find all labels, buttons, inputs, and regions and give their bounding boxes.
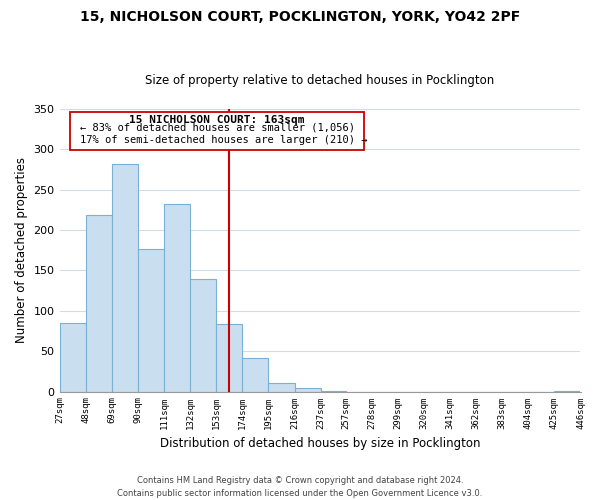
Text: 17% of semi-detached houses are larger (210) →: 17% of semi-detached houses are larger (… (80, 136, 368, 145)
Text: ← 83% of detached houses are smaller (1,056): ← 83% of detached houses are smaller (1,… (80, 122, 355, 132)
Bar (190, 280, 216, 392)
Text: 15, NICHOLSON COURT, POCKLINGTON, YORK, YO42 2PF: 15, NICHOLSON COURT, POCKLINGTON, YORK, … (80, 10, 520, 24)
Title: Size of property relative to detached houses in Pocklington: Size of property relative to detached ho… (145, 74, 494, 87)
Text: Contains HM Land Registry data © Crown copyright and database right 2024.
Contai: Contains HM Land Registry data © Crown c… (118, 476, 482, 498)
Bar (86, 215, 112, 392)
Bar (320, 390, 346, 392)
Bar (112, 164, 138, 392)
Bar (59, 323, 86, 392)
FancyBboxPatch shape (70, 112, 364, 150)
Bar (164, 204, 190, 392)
X-axis label: Distribution of detached houses by size in Pocklington: Distribution of detached houses by size … (160, 437, 480, 450)
Bar (138, 250, 164, 392)
Y-axis label: Number of detached properties: Number of detached properties (15, 158, 28, 344)
Bar (268, 382, 295, 392)
Bar (216, 324, 242, 392)
Bar (295, 388, 320, 392)
Bar (242, 358, 268, 392)
Bar (554, 390, 581, 392)
Text: 15 NICHOLSON COURT: 163sqm: 15 NICHOLSON COURT: 163sqm (130, 114, 305, 124)
